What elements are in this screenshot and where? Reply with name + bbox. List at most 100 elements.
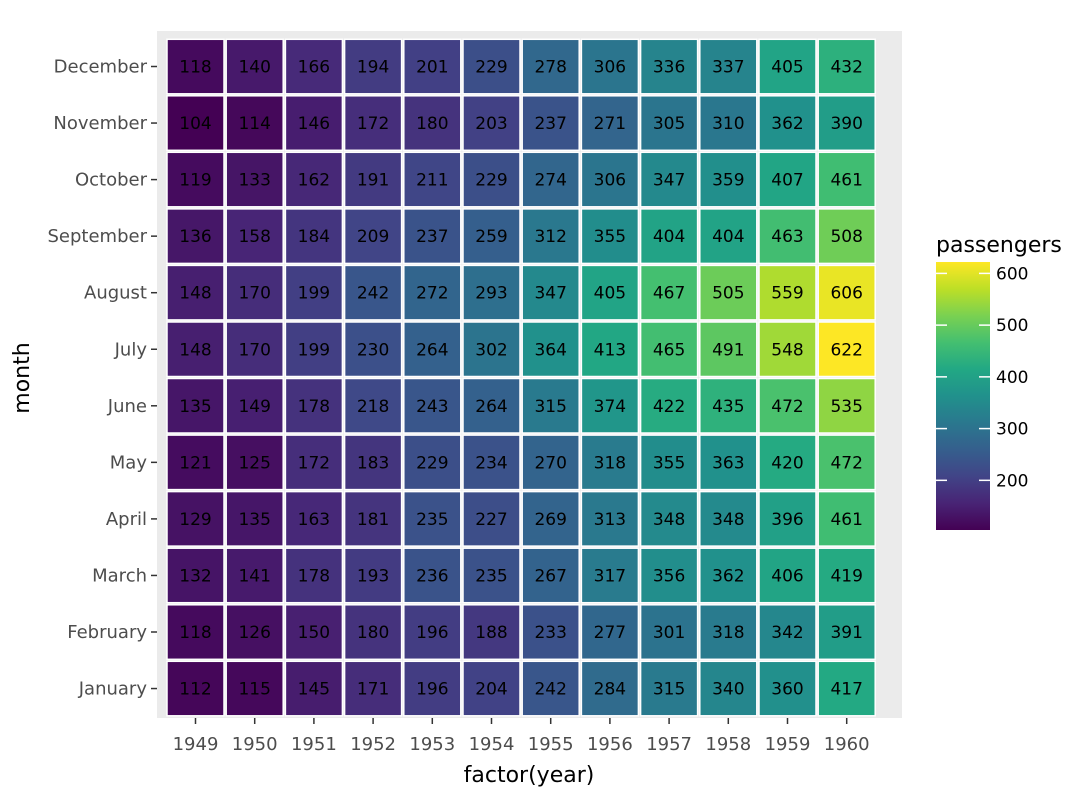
x-tick-label: 1949 [173,734,219,755]
heatmap-tile [699,660,758,717]
tile-value-label: 277 [594,623,626,643]
tile-value-label: 141 [238,567,270,587]
heatmap-tile [639,151,699,208]
tile-value-label: 184 [298,227,330,247]
x-tick-label: 1952 [350,734,396,755]
heatmap-tile [580,208,640,265]
legend-tick-label: 400 [996,368,1028,388]
y-tick-label: March [92,566,147,587]
heatmap-tile [462,547,521,604]
heatmap-tile [758,434,817,491]
heatmap-tile [284,208,344,265]
heatmap-tile [521,208,580,265]
y-tick-label: April [106,509,147,530]
heatmap-tile [166,264,225,321]
heatmap-tile [462,604,521,661]
heatmap-tile [284,377,344,434]
heatmap-tile [462,321,521,378]
heatmap-tile [580,95,640,152]
tile-value-label: 115 [238,680,270,700]
y-tick-label: October [75,170,148,191]
x-tick-label: 1954 [469,734,515,755]
heatmap-tile [403,208,462,265]
legend-tick-label: 500 [996,316,1028,336]
tile-value-label: 505 [712,284,744,304]
tile-value-label: 204 [475,680,507,700]
heatmap-tile [462,660,521,717]
heatmap-tile [758,95,817,152]
heatmap-tile [343,377,403,434]
plot-panel: 112 115 145 171 196 204 242 284 315 340 360 417 118 1… [157,31,902,718]
heatmap-tile [403,38,462,95]
tile-value-label: 196 [416,623,448,643]
tile-value-label: 170 [238,284,270,304]
tile-value-label: 170 [238,340,270,360]
tile-value-label: 467 [653,284,685,304]
heatmap-tile [284,660,344,717]
tile-value-label: 193 [357,567,389,587]
tile-value-label: 211 [416,171,448,191]
legend-tick-label: 300 [996,420,1028,440]
tile-value-label: 269 [534,510,566,530]
tile-value-label: 135 [238,510,270,530]
tile-value-label: 148 [179,284,211,304]
tile-value-label: 463 [771,227,803,247]
heatmap-tile [758,321,817,378]
tile-value-label: 233 [534,623,566,643]
y-tick-label: January [78,679,148,700]
tile-value-label: 199 [298,340,330,360]
heatmap-tile [817,208,876,265]
heatmap-tile [817,151,876,208]
heatmap-tile [225,38,284,95]
heatmap-tile [225,321,284,378]
tile-value-label: 145 [298,680,330,700]
heatmap-tile [225,208,284,265]
heatmap-tile [639,264,699,321]
heatmap-tile [343,660,403,717]
tile-value-label: 312 [534,227,566,247]
tile-value-label: 355 [653,453,685,473]
tile-value-label: 461 [830,171,862,191]
tile-value-label: 405 [771,58,803,78]
tile-value-label: 315 [534,397,566,417]
legend-ticks: 200 300 400 500 600 [936,264,1028,491]
tile-value-label: 178 [298,567,330,587]
x-tick-label: 1953 [409,734,455,755]
heatmap-tile [343,604,403,661]
heatmap-tile [699,151,758,208]
heatmap-tile [699,604,758,661]
tile-value-label: 284 [594,680,626,700]
tile-value-label: 235 [416,510,448,530]
heatmap-tile [639,321,699,378]
heatmap-tile [225,660,284,717]
heatmap-tile [166,38,225,95]
heatmap-tile [758,604,817,661]
heatmap-tile [639,434,699,491]
tile-value-label: 166 [298,58,330,78]
heatmap-tile [521,321,580,378]
heatmap-tile [403,490,462,547]
heatmap-tile [225,151,284,208]
tile-value-label: 310 [712,114,744,134]
heatmap-tile [284,95,344,152]
tile-value-label: 293 [475,284,507,304]
tile-value-label: 150 [298,623,330,643]
heatmap-tile [580,38,640,95]
heatmap-tile [699,95,758,152]
tile-value-label: 306 [594,58,626,78]
tile-value-label: 209 [357,227,389,247]
tile-value-label: 404 [653,227,685,247]
tile-value-label: 188 [475,623,507,643]
y-tick-label: July [114,339,148,360]
tile-value-label: 548 [771,340,803,360]
tile-value-label: 318 [594,453,626,473]
heatmap-tile [580,490,640,547]
heatmap-tile [225,434,284,491]
x-tick-label: 1957 [646,734,692,755]
tile-value-label: 359 [712,171,744,191]
heatmap-tile [699,38,758,95]
tile-value-label: 342 [771,623,803,643]
tile-value-label: 315 [653,680,685,700]
tile-value-label: 171 [357,680,389,700]
tile-value-label: 278 [534,58,566,78]
